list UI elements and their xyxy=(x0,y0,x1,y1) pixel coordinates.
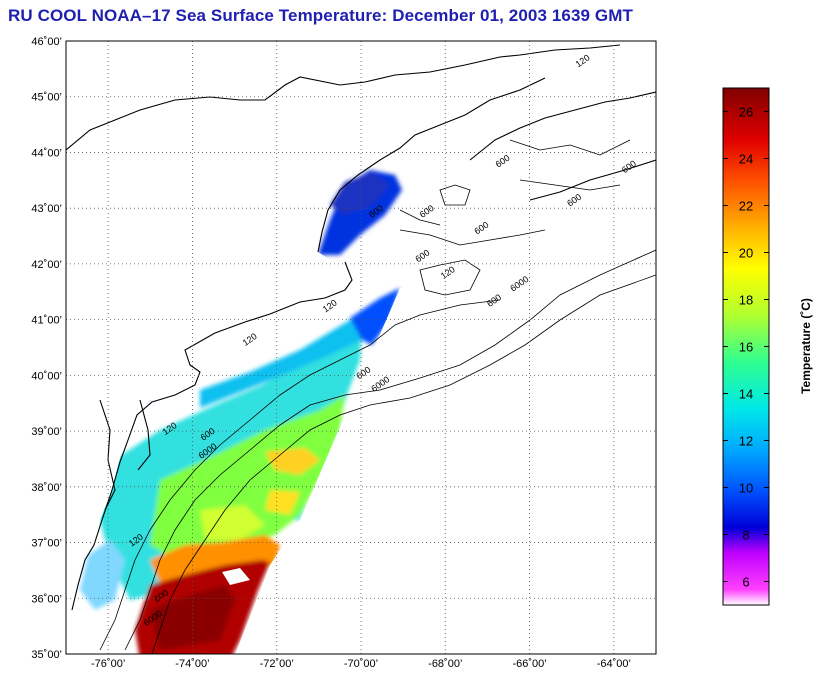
lon-tick-label: -68˚00’ xyxy=(428,658,462,670)
longitude-labels: -76˚00’ -74˚00’ -72˚00’ -70˚00’ -68˚00’ -66˚0… xyxy=(91,658,631,670)
colorbar-tick-label: 12 xyxy=(739,434,753,449)
colorbar-gradient xyxy=(722,87,770,606)
lon-tick-label: -64˚00’ xyxy=(597,658,631,670)
colorbar-tick-label: 10 xyxy=(739,481,753,496)
lat-tick-label: 39˚00’ xyxy=(31,426,62,438)
colorbar-tick-label: 18 xyxy=(739,293,753,308)
lat-tick-label: 35˚00’ xyxy=(31,649,62,661)
coastline-nova-scotia xyxy=(469,91,656,161)
colorbar-ticks: 26 24 22 20 18 16 14 12 10 8 6 xyxy=(723,105,769,590)
colorbar-tick-label: 16 xyxy=(739,340,753,355)
lat-tick-label: 37˚00’ xyxy=(31,538,62,550)
lon-tick-label: -76˚00’ xyxy=(91,658,125,670)
lat-tick-label: 44˚00’ xyxy=(31,147,62,159)
lat-tick-label: 45˚00’ xyxy=(31,92,62,104)
colorbar-tick-label: 8 xyxy=(742,528,749,543)
colorbar-tick-label: 6 xyxy=(742,575,749,590)
contour-6000 xyxy=(151,274,656,654)
colorbar-tick-label: 14 xyxy=(739,387,753,402)
map-frame xyxy=(65,40,657,655)
colorbar-label: Temperature (˚C) xyxy=(799,298,813,394)
lon-tick-label: -70˚00’ xyxy=(344,658,378,670)
colorbar-tick-label: 22 xyxy=(739,199,753,214)
coastline-maine xyxy=(317,77,546,253)
colorbar: 26 24 22 20 18 16 14 12 10 8 6 Temperature (˚C) xyxy=(722,87,813,606)
lon-tick-label: -72˚00’ xyxy=(260,658,294,670)
lat-tick-label: 42˚00’ xyxy=(31,259,62,271)
lat-tick-label: 36˚00’ xyxy=(31,593,62,605)
lon-tick-label: -66˚00’ xyxy=(512,658,546,670)
lat-tick-label: 46˚00’ xyxy=(31,36,62,48)
lat-tick-label: 38˚00’ xyxy=(31,482,62,494)
coastline-north xyxy=(66,44,621,151)
latitude-labels: 46˚00’ 45˚00’ 44˚00’ 43˚00’ 42˚00’ 41˚00’ 40˚0… xyxy=(31,36,62,661)
lon-tick-label: -74˚00’ xyxy=(175,658,209,670)
lat-tick-label: 40˚00’ xyxy=(31,370,62,382)
coastline-midatlantic xyxy=(71,261,353,611)
lat-tick-label: 43˚00’ xyxy=(31,203,62,215)
colorbar-tick-label: 20 xyxy=(739,246,753,261)
contour-120 xyxy=(99,299,501,651)
lat-tick-label: 41˚00’ xyxy=(31,315,62,327)
colorbar-tick-label: 24 xyxy=(739,152,753,167)
page-title: RU COOL NOAA–17 Sea Surface Temperature:… xyxy=(8,6,633,25)
colorbar-tick-label: 26 xyxy=(739,105,753,120)
